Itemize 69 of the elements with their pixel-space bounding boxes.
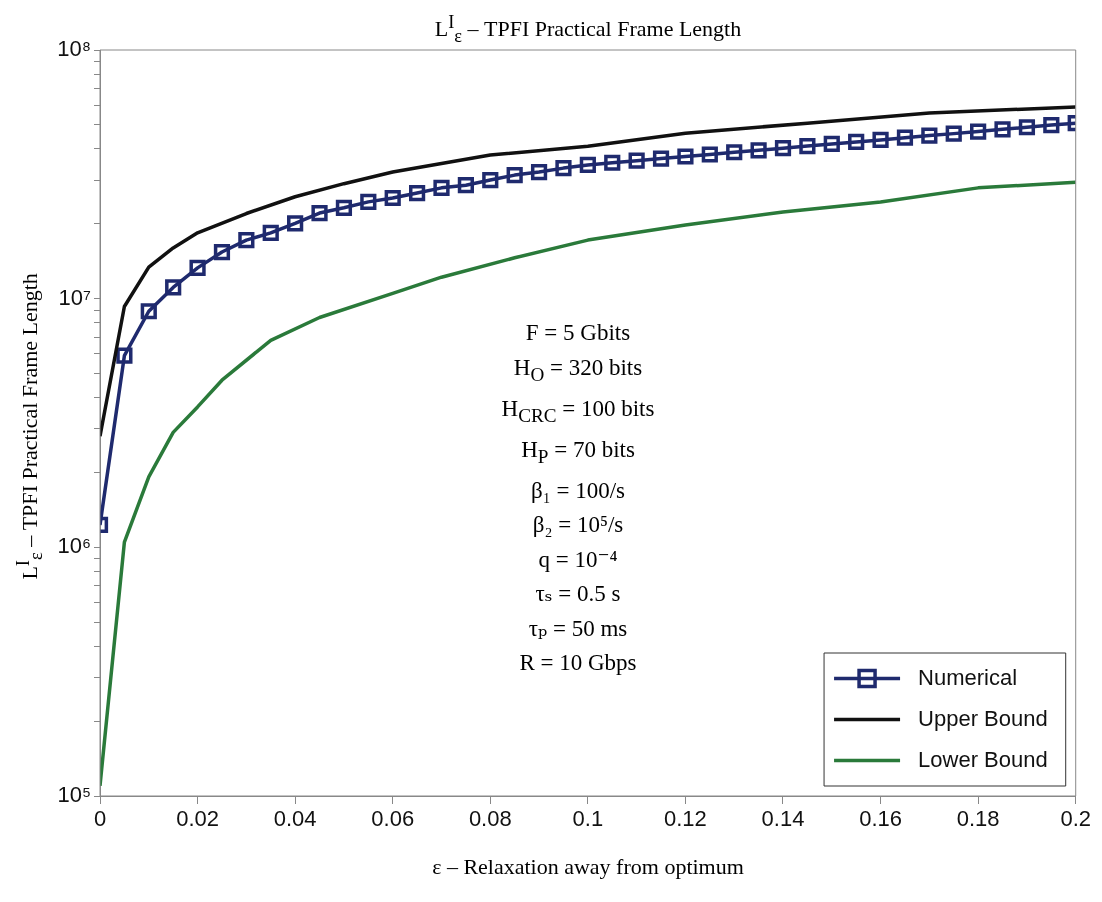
point [896, 129, 914, 146]
point [677, 148, 694, 165]
point [287, 215, 304, 232]
x-tick-label: 0.1 [572, 806, 604, 832]
annotation: H$_{O}$ = 320 bits [512, 353, 644, 387]
annotation: q = 10⁻⁴ [537, 545, 619, 574]
y-tick-label: 10⁷ [58, 284, 92, 310]
point [482, 171, 499, 189]
point [165, 279, 182, 296]
point [994, 121, 1011, 138]
x-tick-label: 0.08 [468, 806, 512, 832]
point [433, 179, 450, 196]
point [799, 137, 816, 155]
annotation: F = 5 Gbits [524, 319, 632, 347]
point [848, 133, 865, 151]
point [652, 150, 670, 167]
annotation: τₛ = 0.5 s [534, 580, 622, 609]
x-tick-label: 0.12 [664, 806, 707, 832]
point [189, 259, 206, 276]
x-axis-title: ε – Relaxation away from optimum [431, 854, 745, 880]
x-tick-label: 0.16 [859, 806, 902, 832]
point [506, 166, 523, 184]
point [213, 243, 231, 261]
annotation: β₂ = 10⁵/s [531, 511, 625, 540]
point [384, 189, 401, 207]
point [628, 152, 645, 169]
point [360, 193, 377, 211]
annotation: H$_{CRC}$ = 100 bits [500, 394, 656, 428]
point [1043, 116, 1060, 134]
point [1018, 119, 1036, 136]
chart-title: L$^{I}$$_{ε}$ – TPFI Practical Frame Length [433, 12, 743, 47]
point [238, 231, 255, 249]
point [311, 204, 328, 222]
annotation: τₚ = 50 ms [527, 614, 629, 643]
point [530, 163, 548, 181]
legend-label: Upper Bound [918, 705, 1048, 731]
point [921, 127, 938, 144]
x-tick-label: 0 [93, 806, 107, 832]
point [262, 224, 279, 241]
point [774, 140, 792, 157]
point [872, 131, 889, 149]
x-tick-label: 0.04 [273, 806, 317, 832]
x-tick-label: 0.14 [761, 806, 805, 832]
annotation: H$_{P}$ = 70 bits [520, 435, 636, 469]
point [970, 123, 987, 140]
point [116, 347, 133, 364]
point [457, 177, 475, 194]
point [140, 303, 157, 320]
annotation: R = 10 Gbps [518, 649, 638, 678]
point [579, 156, 596, 174]
point [701, 146, 718, 163]
x-tick-label: 0.06 [371, 806, 415, 832]
point [750, 142, 767, 159]
x-tick-label: 0.18 [956, 806, 1000, 832]
point [604, 154, 621, 171]
legend-label: Numerical [918, 664, 1018, 690]
x-tick-label: 0.2 [1060, 806, 1092, 832]
point [823, 135, 840, 153]
point [726, 144, 743, 161]
point [335, 199, 353, 216]
y-tick-label: 10⁵ [57, 782, 91, 808]
legend-label: Lower Bound [918, 746, 1048, 772]
y-tick-label: 10⁶ [57, 533, 91, 559]
y-tick-label: 10⁸ [57, 36, 91, 62]
point [555, 159, 572, 177]
point [408, 184, 426, 202]
x-tick-label: 0.02 [176, 806, 219, 832]
point [945, 125, 962, 142]
annotation: β₁ = 100/s [529, 476, 626, 505]
